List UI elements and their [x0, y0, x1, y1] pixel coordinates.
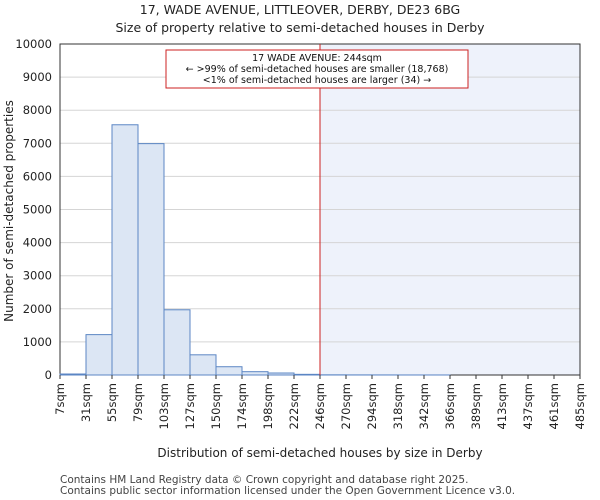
histogram-bar — [137, 143, 165, 376]
x-tick-label: 270sqm — [339, 383, 353, 429]
x-tick-label: 389sqm — [469, 383, 483, 429]
x-tick-label: 103sqm — [157, 383, 171, 429]
y-tick-label: 9000 — [23, 70, 52, 84]
y-tick-label: 0 — [45, 368, 52, 382]
x-tick-label: 461sqm — [547, 383, 561, 429]
y-tick-label: 10000 — [15, 37, 52, 51]
y-tick-label: 5000 — [23, 203, 52, 217]
x-tick-label: 246sqm — [313, 383, 327, 429]
histogram-bar — [85, 334, 113, 376]
plot-area: 0 1000 2000 3000 4000 5000 6000 7000 8000 9000 100… — [15, 37, 587, 429]
x-tick-label: 55sqm — [105, 383, 119, 422]
y-tick-label: 7000 — [23, 136, 52, 150]
histogram-bar — [293, 373, 321, 376]
histogram-bar — [59, 373, 87, 376]
x-tick-label: 174sqm — [235, 383, 249, 429]
chart-subtitle: Size of property relative to semi-detach… — [115, 20, 485, 35]
x-tick-label: 79sqm — [131, 383, 145, 422]
y-tick-label: 3000 — [23, 269, 52, 283]
x-tick-label: 318sqm — [391, 383, 405, 429]
y-axis-label: Number of semi-detached properties — [2, 100, 16, 322]
x-tick-label: 366sqm — [443, 383, 457, 429]
x-tick-label: 222sqm — [287, 383, 301, 429]
annotation-line: <1% of semi-detached houses are larger (… — [203, 75, 431, 86]
histogram-bar — [163, 309, 191, 376]
x-tick-label: 437sqm — [521, 383, 535, 429]
x-tick-label: 342sqm — [417, 383, 431, 429]
y-tick-label: 1000 — [23, 335, 52, 349]
y-tick-label: 2000 — [23, 302, 52, 316]
x-tick-label: 413sqm — [495, 383, 509, 429]
chart-title: 17, WADE AVENUE, LITTLEOVER, DERBY, DE23… — [140, 2, 460, 17]
annotation-box — [165, 49, 469, 89]
histogram-bar — [215, 366, 243, 376]
y-tick-label: 6000 — [23, 169, 52, 183]
annotation-line: ← >99% of semi-detached houses are small… — [186, 64, 449, 75]
x-tick-label: 7sqm — [53, 383, 67, 415]
x-axis-label: Distribution of semi-detached houses by … — [157, 446, 482, 460]
y-tick-label: 8000 — [23, 103, 52, 117]
footer-line-1: Contains HM Land Registry data © Crown c… — [60, 474, 468, 486]
x-tick-label: 127sqm — [183, 383, 197, 429]
x-tick-label: 485sqm — [573, 383, 587, 429]
footer-line-2: Contains public sector information licen… — [60, 485, 515, 497]
x-tick-label: 31sqm — [79, 383, 93, 422]
y-tick-label: 4000 — [23, 236, 52, 250]
x-tick-label: 198sqm — [261, 383, 275, 429]
x-tick-label: 150sqm — [209, 383, 223, 429]
annotation-line: 17 WADE AVENUE: 244sqm — [252, 53, 382, 64]
histogram-bar — [189, 354, 217, 376]
histogram-bar — [111, 124, 139, 376]
x-tick-label: 294sqm — [365, 383, 379, 429]
histogram-bar — [267, 372, 295, 376]
histogram-bar — [241, 371, 269, 376]
